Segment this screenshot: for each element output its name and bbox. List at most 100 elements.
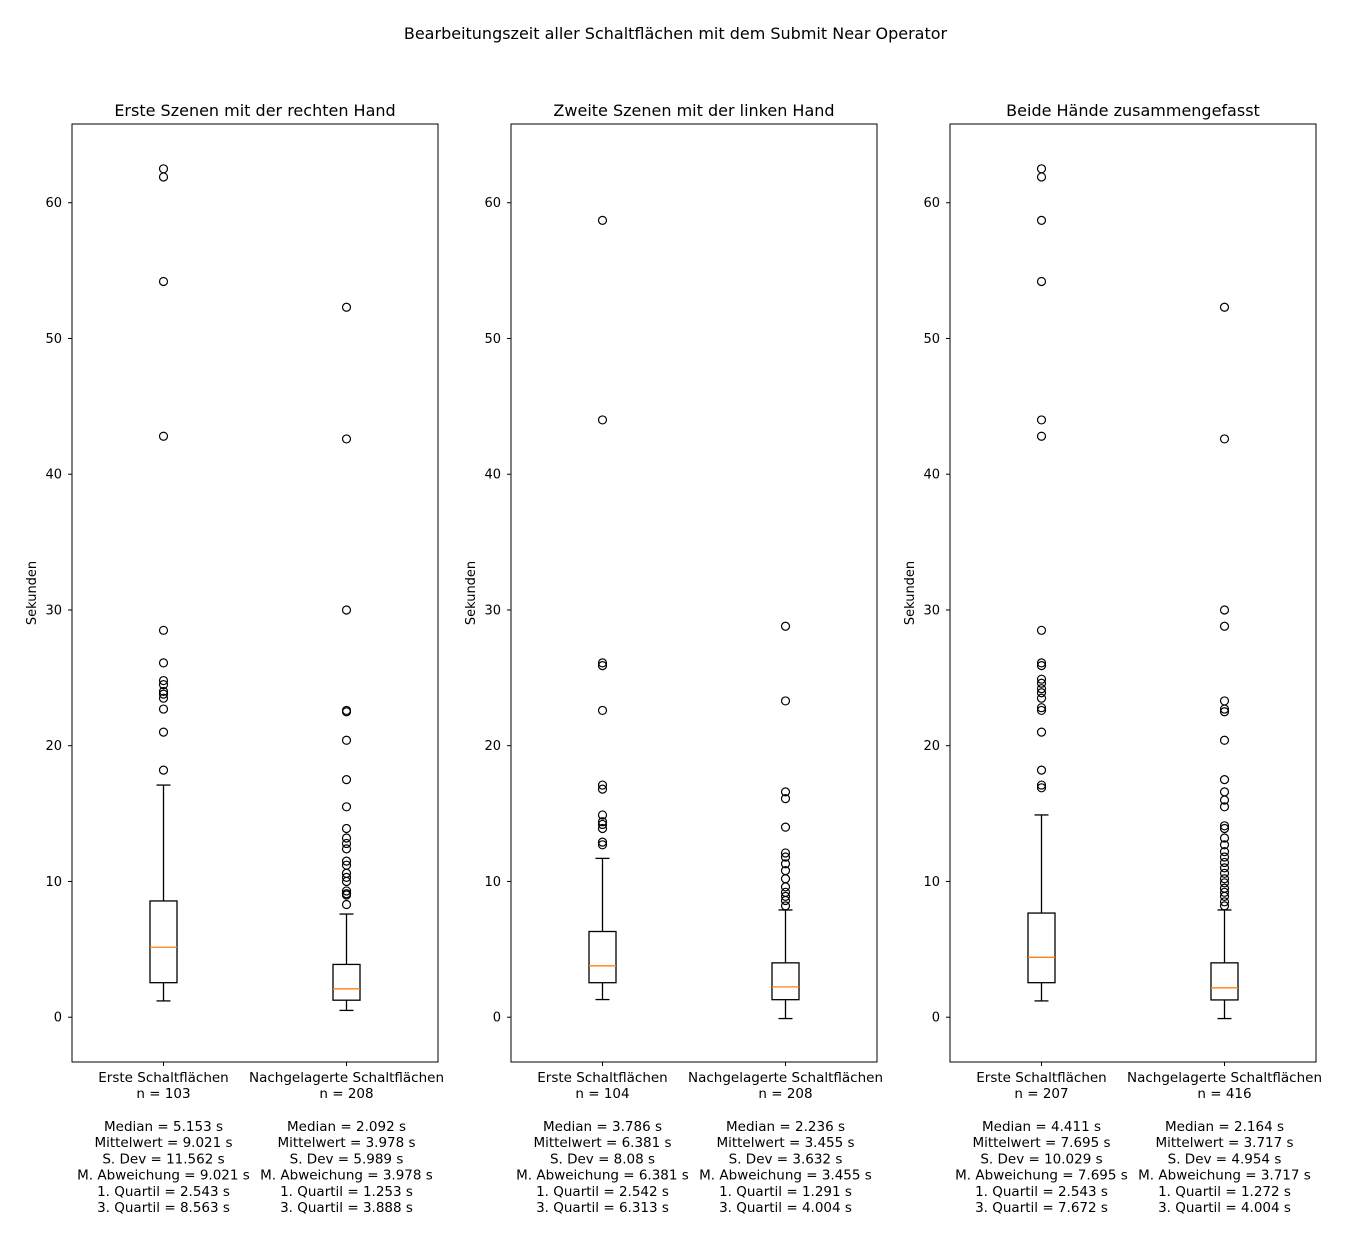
stat-label: Median = 5.153 s [104, 1119, 223, 1135]
outlier-point [1219, 846, 1230, 857]
panel-title: Beide Hände zusammengefasst [1006, 101, 1260, 120]
outlier-point [158, 172, 169, 182]
stat-label: S. Dev = 4.954 s [1168, 1151, 1282, 1167]
stat-label: Mittelwert = 6.381 s [533, 1135, 671, 1151]
figure-suptitle: Bearbeitungszeit aller Schaltflächen mit… [404, 24, 948, 43]
sample-size-label: n = 207 [1014, 1086, 1068, 1102]
outlier-point [780, 794, 791, 804]
outlier-point [158, 276, 169, 287]
outlier-point [1036, 727, 1047, 737]
outlier-point [341, 886, 352, 896]
outlier-point [1036, 658, 1047, 668]
outlier-point [1219, 857, 1230, 868]
outlier-point [1036, 705, 1047, 716]
stat-label: M. Abweichung = 9.021 s [77, 1168, 250, 1184]
stat-label: Mittelwert = 3.455 s [716, 1135, 854, 1151]
outlier-point [597, 817, 608, 827]
outlier-point [597, 658, 608, 668]
outlier-point [341, 833, 352, 843]
y-tick-label: 40 [45, 468, 62, 483]
stat-label: 3. Quartil = 7.672 s [975, 1200, 1108, 1216]
y-tick-label: 30 [484, 603, 501, 618]
iqr-box [332, 963, 361, 1001]
outlier-point [158, 658, 169, 668]
stat-label: Median = 3.786 s [543, 1119, 662, 1135]
axes-frame [949, 123, 1317, 1063]
y-tick-label: 50 [923, 332, 940, 347]
outlier-point [597, 780, 608, 790]
y-tick-label: 0 [54, 1011, 62, 1026]
outlier-point [1036, 164, 1047, 174]
x-tick-label: Erste Schaltflächen [537, 1070, 668, 1086]
iqr-box [771, 962, 800, 1001]
outlier-point [597, 215, 608, 225]
outlier-point [1219, 874, 1230, 884]
outlier-point [1036, 215, 1047, 225]
outlier-point [1036, 431, 1047, 441]
outlier-point [780, 621, 791, 631]
outlier-point [1036, 765, 1047, 775]
stat-label: M. Abweichung = 3.455 s [699, 1168, 872, 1184]
outlier-point [158, 704, 169, 714]
y-tick-label: 30 [923, 603, 940, 618]
y-tick-label: 50 [484, 332, 501, 347]
stat-label: Mittelwert = 3.978 s [277, 1135, 415, 1151]
outlier-point [1219, 868, 1230, 878]
outlier-point [1219, 821, 1230, 831]
outlier-point [158, 164, 169, 174]
outlier-point [1036, 674, 1047, 684]
outlier-point [158, 765, 169, 775]
outlier-point [341, 735, 352, 745]
stat-label: S. Dev = 10.029 s [980, 1151, 1102, 1167]
outlier-point [1219, 887, 1230, 897]
outlier-point [1219, 775, 1230, 785]
y-tick-label: 20 [923, 739, 940, 754]
y-tick-label: 20 [484, 739, 501, 754]
outlier-point [1219, 707, 1230, 717]
outlier-point [341, 872, 352, 882]
outlier-point [597, 840, 608, 850]
outlier-point [1036, 684, 1047, 694]
x-tick-label: Nachgelagerte Schaltflächen [1127, 1070, 1322, 1086]
outlier-point [1219, 833, 1230, 843]
outlier-point [780, 859, 791, 869]
y-tick-label: 60 [484, 196, 501, 211]
stat-label: Median = 4.411 s [982, 1119, 1101, 1135]
outlier-point [780, 865, 791, 876]
outlier-point [597, 784, 608, 794]
outlier-point [1036, 172, 1047, 182]
outlier-point [158, 693, 169, 703]
y-axis-label: Sekunden [464, 561, 479, 625]
outlier-point [597, 837, 608, 847]
stat-label: Mittelwert = 7.695 s [972, 1135, 1110, 1151]
iqr-box [1210, 962, 1239, 1001]
sample-size-label: n = 416 [1197, 1086, 1251, 1102]
stat-label: 3. Quartil = 4.004 s [1158, 1200, 1291, 1216]
outlier-point [158, 686, 169, 697]
sample-size-label: n = 103 [136, 1086, 190, 1102]
outlier-point [341, 802, 352, 812]
x-tick-label: Erste Schaltflächen [976, 1070, 1107, 1086]
outlier-point [1219, 897, 1230, 907]
outlier-point [1036, 783, 1047, 793]
stat-label: Median = 2.092 s [287, 1119, 406, 1135]
stat-label: M. Abweichung = 3.978 s [260, 1168, 433, 1184]
sample-size-label: n = 208 [319, 1086, 373, 1102]
outlier-point [1036, 415, 1047, 425]
stat-label: S. Dev = 5.989 s [290, 1151, 404, 1167]
outlier-point [780, 696, 791, 706]
outlier-point [597, 819, 608, 830]
stat-label: M. Abweichung = 6.381 s [516, 1168, 689, 1184]
panel-title: Erste Szenen mit der rechten Hand [114, 101, 395, 120]
outlier-point [1036, 625, 1047, 635]
outlier-point [1219, 621, 1230, 631]
outlier-point [780, 887, 791, 897]
outlier-point [158, 431, 169, 441]
y-tick-label: 40 [923, 468, 940, 483]
outlier-point [1036, 703, 1047, 713]
outlier-point [341, 434, 352, 444]
